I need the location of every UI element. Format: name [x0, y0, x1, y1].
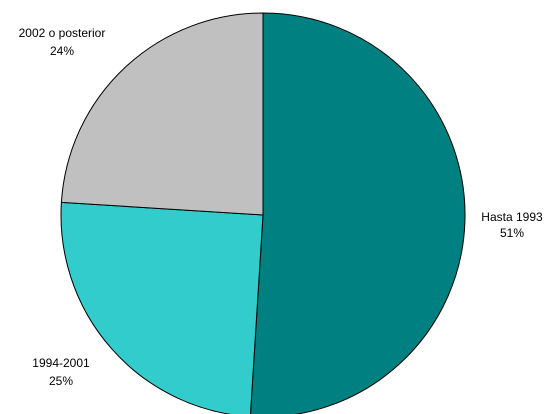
slice-percent-hasta-1993: 51% [500, 226, 524, 240]
pie-slice-2002-o-posterior [60, 12, 264, 216]
pie-slice-1994-2001 [60, 201, 264, 414]
slice-percent-1994-2001: 25% [49, 374, 73, 388]
slice-name-2002-o-posterior: 2002 o posterior [19, 26, 106, 40]
slice-label-1994-2001: 1994-2001 25% [32, 356, 90, 388]
slice-label-2002-o-posterior: 2002 o posterior 24% [19, 26, 106, 58]
slice-name-1994-2001: 1994-2001 [32, 356, 90, 370]
slice-name-hasta-1993: Hasta 1993 [481, 210, 543, 224]
pie-slices [60, 12, 466, 414]
slice-percent-2002-o-posterior: 24% [50, 44, 74, 58]
slice-label-hasta-1993: Hasta 1993 51% [481, 210, 543, 240]
pie-slice-hasta-1993 [249, 12, 466, 414]
